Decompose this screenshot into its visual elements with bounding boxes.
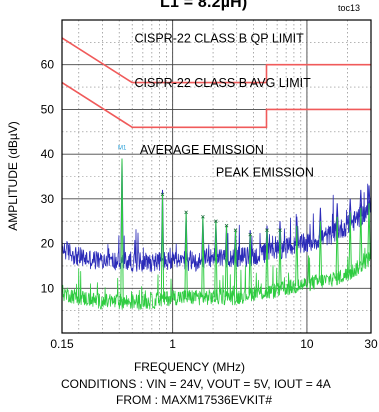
- average-emission-spike: [348, 212, 352, 273]
- x-axis-title: FREQUENCY (MHz): [133, 360, 246, 374]
- harmonic-mark: [184, 210, 188, 215]
- average-emission-spike: [318, 221, 323, 282]
- figure-tag: toc13: [338, 3, 361, 13]
- y-tick-label: 20: [41, 237, 55, 251]
- average-emission-spike: [367, 203, 371, 259]
- harmonic-mark: [265, 228, 269, 232]
- avg-limit-line: [61, 81, 371, 129]
- x-tick-label: 0.15: [50, 337, 74, 351]
- average-emission-spike: [160, 194, 165, 300]
- harmonic-mark: [233, 228, 238, 232]
- average-emission-spike: [120, 158, 124, 302]
- y-axis-title: AMPLITUDE (dBµV): [6, 121, 20, 231]
- marker-label-m1: M1: [118, 146, 127, 152]
- peak-emission-spike: [367, 185, 371, 210]
- y-tick-label: 10: [41, 281, 55, 295]
- harmonic-mark: [224, 223, 229, 228]
- average-emission-spike: [335, 216, 339, 278]
- harmonic-mark: [248, 232, 252, 237]
- y-tick-label: 50: [41, 102, 55, 116]
- chart-title: L1 = 8.2µH): [160, 0, 248, 11]
- harmonic-mark: [160, 192, 165, 197]
- x-tick-label: 30: [364, 337, 378, 351]
- harmonic-mark: [214, 219, 218, 223]
- harmonic-mark: [201, 214, 205, 219]
- x-tick-label: 1: [169, 337, 176, 351]
- harmonic-marks: [160, 192, 282, 237]
- qp-limit-line: [61, 37, 371, 84]
- average-emission-spike: [201, 216, 205, 298]
- y-tick-label: 30: [41, 192, 55, 206]
- peak-emission-spike: [335, 203, 339, 232]
- peak-emission-spike: [265, 225, 269, 253]
- limit-lines: [61, 37, 371, 129]
- annotation-2: CISPR-22 CLASS B AVG LIMIT: [135, 76, 312, 90]
- annotation-4: PEAK EMISSION: [216, 166, 314, 180]
- plot-frame: [61, 19, 372, 334]
- peak-emission-spike: [248, 230, 252, 258]
- peak-emission-spike: [295, 216, 299, 246]
- y-tick-label: 60: [41, 58, 55, 72]
- average-emission-spike: [359, 207, 363, 266]
- harmonic-mark: [278, 228, 282, 232]
- conditions-note: CONDITIONS : VIN = 24V, VOUT = 5V, IOUT …: [61, 377, 331, 391]
- y-tick-label: 40: [41, 147, 55, 161]
- source-note: FROM : MAXM17536EVKIT#: [116, 393, 273, 407]
- peak-emission-spike: [318, 207, 323, 239]
- peak-emission-spike: [359, 189, 363, 217]
- peak-emission-spike: [348, 198, 352, 224]
- peak-emission-spike: [278, 221, 282, 250]
- average-emission-group: [61, 158, 372, 310]
- average-emission-spike: [295, 225, 299, 287]
- x-tick-label: 10: [300, 337, 314, 351]
- annotation-3: AVERAGE EMISSION: [140, 143, 264, 157]
- annotation-1: CISPR-22 CLASS B QP LIMIT: [135, 31, 305, 45]
